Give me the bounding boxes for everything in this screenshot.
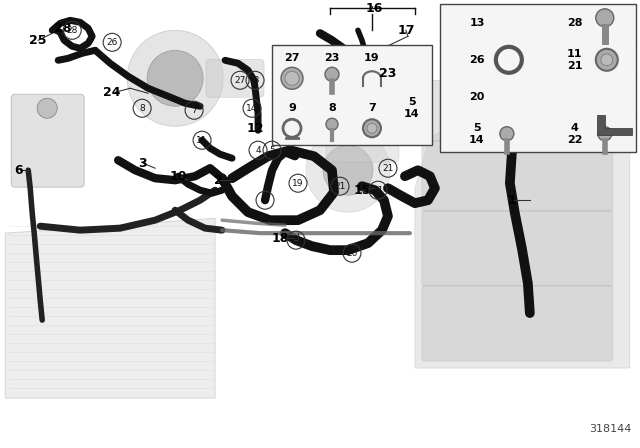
Text: 22: 22 [291,236,301,245]
Text: 10: 10 [170,170,187,183]
Circle shape [281,67,303,89]
FancyBboxPatch shape [422,140,612,211]
FancyBboxPatch shape [422,285,612,361]
Text: 3: 3 [138,157,147,170]
Text: 18: 18 [271,232,289,245]
Text: 1: 1 [508,194,516,207]
Circle shape [500,127,514,141]
FancyBboxPatch shape [12,94,84,187]
Text: 6: 6 [14,164,22,177]
Text: 27: 27 [234,76,246,85]
FancyBboxPatch shape [422,210,612,286]
Text: 2: 2 [214,174,223,187]
Text: 4: 4 [255,146,261,155]
Text: 17: 17 [397,24,415,37]
Text: 19: 19 [364,53,380,63]
FancyBboxPatch shape [440,4,636,152]
FancyBboxPatch shape [326,99,399,162]
Circle shape [147,50,203,106]
Circle shape [326,118,338,130]
Text: 24: 24 [104,86,121,99]
Text: 26: 26 [106,38,118,47]
Circle shape [601,54,612,66]
Text: 5
14: 5 14 [404,98,420,119]
Circle shape [363,119,381,137]
Text: 318144: 318144 [589,424,632,434]
Text: 9: 9 [288,103,296,113]
Text: 12: 12 [246,122,264,135]
Circle shape [367,123,377,133]
Text: 8: 8 [140,104,145,113]
Circle shape [596,9,614,27]
Circle shape [598,127,612,141]
Text: 23: 23 [380,67,397,80]
Text: 28: 28 [54,22,71,35]
Circle shape [306,128,390,212]
Circle shape [37,98,57,118]
Polygon shape [5,218,215,398]
Text: 5
14: 5 14 [469,123,484,145]
Text: 5: 5 [269,146,275,155]
Text: 20: 20 [469,92,484,102]
FancyBboxPatch shape [272,45,432,145]
Text: 28: 28 [67,26,78,35]
FancyBboxPatch shape [206,59,264,97]
Circle shape [325,67,339,81]
Text: 26: 26 [469,55,484,65]
Text: 8: 8 [328,103,336,113]
Text: 21: 21 [372,185,383,195]
Text: 11: 11 [196,136,208,145]
Text: 21: 21 [334,182,346,191]
Text: 13: 13 [250,76,260,85]
Polygon shape [415,78,630,368]
Circle shape [596,49,618,71]
Text: 4
22: 4 22 [567,123,582,145]
Circle shape [323,145,373,195]
Text: 28: 28 [567,18,582,28]
Text: 23: 23 [324,53,340,63]
Polygon shape [596,115,632,135]
Text: 25: 25 [29,34,47,47]
FancyBboxPatch shape [422,80,612,141]
Text: 7: 7 [191,106,197,115]
Text: 14: 14 [246,104,258,113]
Text: 11
21: 11 21 [567,49,582,71]
Text: 7: 7 [368,103,376,113]
Text: 21: 21 [382,164,394,173]
Circle shape [127,30,223,126]
Text: 9: 9 [262,196,268,205]
Text: 19: 19 [292,179,304,188]
Text: 27: 27 [284,53,300,63]
Circle shape [285,71,299,85]
Text: 16: 16 [365,2,383,15]
Text: 20: 20 [346,249,358,258]
Text: 13: 13 [469,18,484,28]
Circle shape [326,88,350,112]
Text: 15: 15 [353,184,371,197]
